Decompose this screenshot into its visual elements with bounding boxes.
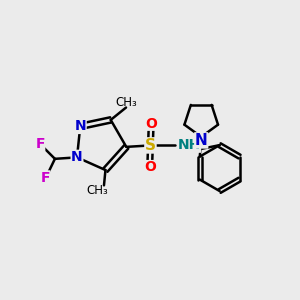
Text: S: S	[145, 138, 156, 153]
Text: CH₃: CH₃	[116, 96, 137, 109]
Text: F: F	[35, 137, 45, 151]
Text: F: F	[40, 171, 50, 185]
Text: NH: NH	[178, 138, 201, 152]
Text: N: N	[71, 150, 83, 164]
Text: O: O	[145, 117, 157, 130]
Text: N: N	[74, 119, 86, 134]
Text: CH₃: CH₃	[87, 184, 108, 197]
Text: O: O	[144, 160, 156, 174]
Text: N: N	[195, 133, 208, 148]
